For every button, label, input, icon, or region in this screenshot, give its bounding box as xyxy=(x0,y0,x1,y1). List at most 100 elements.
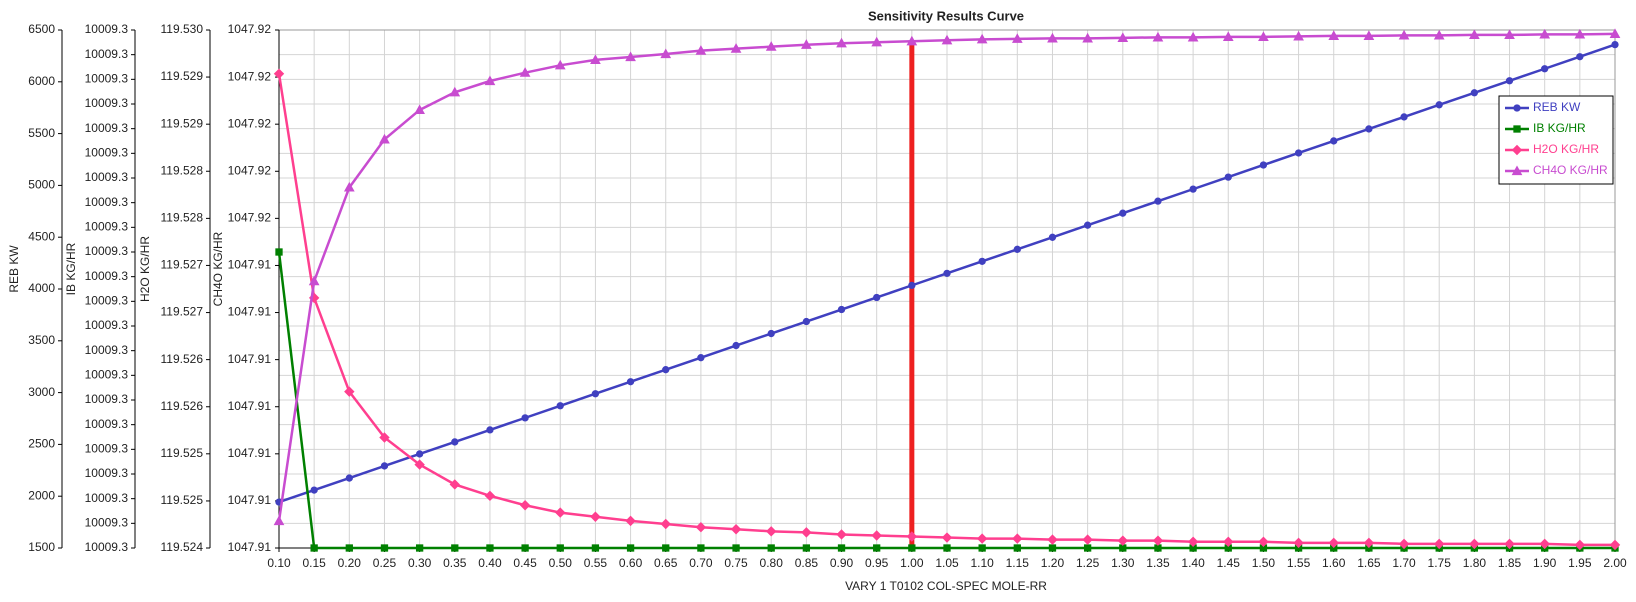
x-tick-label: 1.70 xyxy=(1392,556,1416,570)
data-point xyxy=(449,479,460,490)
chart-title: Sensitivity Results Curve xyxy=(868,8,1024,23)
data-point xyxy=(766,526,777,537)
x-tick-label: 0.65 xyxy=(654,556,678,570)
x-tick-label: 1.90 xyxy=(1533,556,1557,570)
data-point xyxy=(730,43,742,53)
y-tick-label: 1047.91 xyxy=(228,399,272,413)
data-point xyxy=(1576,53,1584,61)
data-point xyxy=(1434,538,1445,550)
data-point xyxy=(1539,538,1550,550)
data-point xyxy=(343,181,355,192)
x-tick-label: 2.00 xyxy=(1603,556,1627,570)
y-tick-label: 10009.3 xyxy=(85,170,129,184)
data-point xyxy=(273,68,285,79)
data-point xyxy=(1294,149,1303,157)
data-point xyxy=(730,524,742,535)
x-tick-label: 0.90 xyxy=(830,556,854,570)
x-tick-label: 0.80 xyxy=(760,556,784,570)
y-tick-label: 119.524 xyxy=(161,540,204,554)
y-tick-label: 1047.91 xyxy=(228,352,272,366)
data-point xyxy=(906,531,918,542)
y-tick-label: 6000 xyxy=(28,74,55,88)
data-point xyxy=(486,544,494,552)
data-point xyxy=(695,45,707,55)
y-tick-label: 10009.3 xyxy=(85,442,129,456)
legend-marker xyxy=(1513,104,1521,112)
data-point xyxy=(978,544,986,552)
data-point xyxy=(310,486,318,494)
y-tick-label: 1047.92 xyxy=(228,69,272,83)
legend-marker xyxy=(1511,165,1523,176)
data-point xyxy=(275,248,283,256)
x-tick-label: 1.35 xyxy=(1146,556,1170,570)
data-point xyxy=(976,33,988,44)
legend-label: CH4O KG/HR xyxy=(1533,163,1608,177)
y-tick-label: 10009.3 xyxy=(85,540,129,554)
x-tick-label: 1.30 xyxy=(1111,556,1135,570)
data-point xyxy=(873,293,881,302)
data-point xyxy=(1470,89,1479,97)
data-point xyxy=(976,533,988,544)
y-tick-label: 6500 xyxy=(28,22,55,36)
x-tick-label: 1.65 xyxy=(1357,556,1381,570)
data-point xyxy=(451,544,459,552)
data-point xyxy=(802,317,811,326)
legend-marker xyxy=(1513,125,1521,133)
data-point xyxy=(1013,245,1021,253)
y-tick-label: 5500 xyxy=(28,126,55,140)
data-point xyxy=(449,86,461,97)
data-point xyxy=(1328,30,1340,40)
data-point xyxy=(1259,161,1268,169)
data-point xyxy=(1187,536,1199,547)
data-point xyxy=(978,257,986,265)
data-point xyxy=(767,329,775,338)
data-point xyxy=(1400,113,1408,121)
data-point xyxy=(591,390,600,398)
data-point xyxy=(486,426,494,434)
y-tick-label: 1047.92 xyxy=(228,163,272,177)
data-point xyxy=(1047,32,1058,43)
y-tick-label: 2500 xyxy=(28,437,55,451)
data-point xyxy=(521,414,529,422)
data-point xyxy=(626,378,635,386)
data-point xyxy=(556,402,564,410)
data-point xyxy=(871,36,883,47)
data-point xyxy=(697,354,705,362)
y-tick-label: 10009.3 xyxy=(85,72,129,86)
data-point xyxy=(1258,31,1269,41)
data-point xyxy=(906,35,918,46)
y-tick-label: 1500 xyxy=(28,540,55,554)
data-point xyxy=(379,133,390,144)
x-tick-label: 1.25 xyxy=(1076,556,1100,570)
data-point xyxy=(662,544,670,552)
y-tick-label: 10009.3 xyxy=(85,220,129,234)
data-point xyxy=(1435,101,1443,109)
x-tick-label: 0.30 xyxy=(408,556,432,570)
data-point xyxy=(1574,539,1586,551)
y-tick-label: 119.525 xyxy=(161,446,204,460)
y-tick-label: 119.529 xyxy=(161,69,204,83)
y-tick-label: 10009.3 xyxy=(85,368,129,382)
data-point xyxy=(732,544,740,552)
data-point xyxy=(1083,544,1092,552)
data-point xyxy=(1222,31,1234,41)
y-tick-label: 5000 xyxy=(28,178,55,192)
legend-label: REB KW xyxy=(1533,100,1581,114)
y-tick-label: 1047.91 xyxy=(228,305,272,319)
data-point xyxy=(873,544,881,552)
data-point xyxy=(590,511,601,522)
y-tick-label: 119.528 xyxy=(161,163,204,177)
y-tick-label: 10009.3 xyxy=(85,491,129,505)
data-point xyxy=(626,544,635,552)
x-tick-label: 0.40 xyxy=(478,556,502,570)
y-tick-label: 3000 xyxy=(28,385,55,399)
data-point xyxy=(660,518,671,530)
y-tick-label: 10009.3 xyxy=(85,417,129,431)
x-tick-label: 0.15 xyxy=(302,556,326,570)
y-tick-label: 10009.3 xyxy=(85,146,129,160)
data-point xyxy=(1189,185,1197,193)
data-point xyxy=(765,41,777,51)
y-tick-label: 10009.3 xyxy=(85,318,129,332)
